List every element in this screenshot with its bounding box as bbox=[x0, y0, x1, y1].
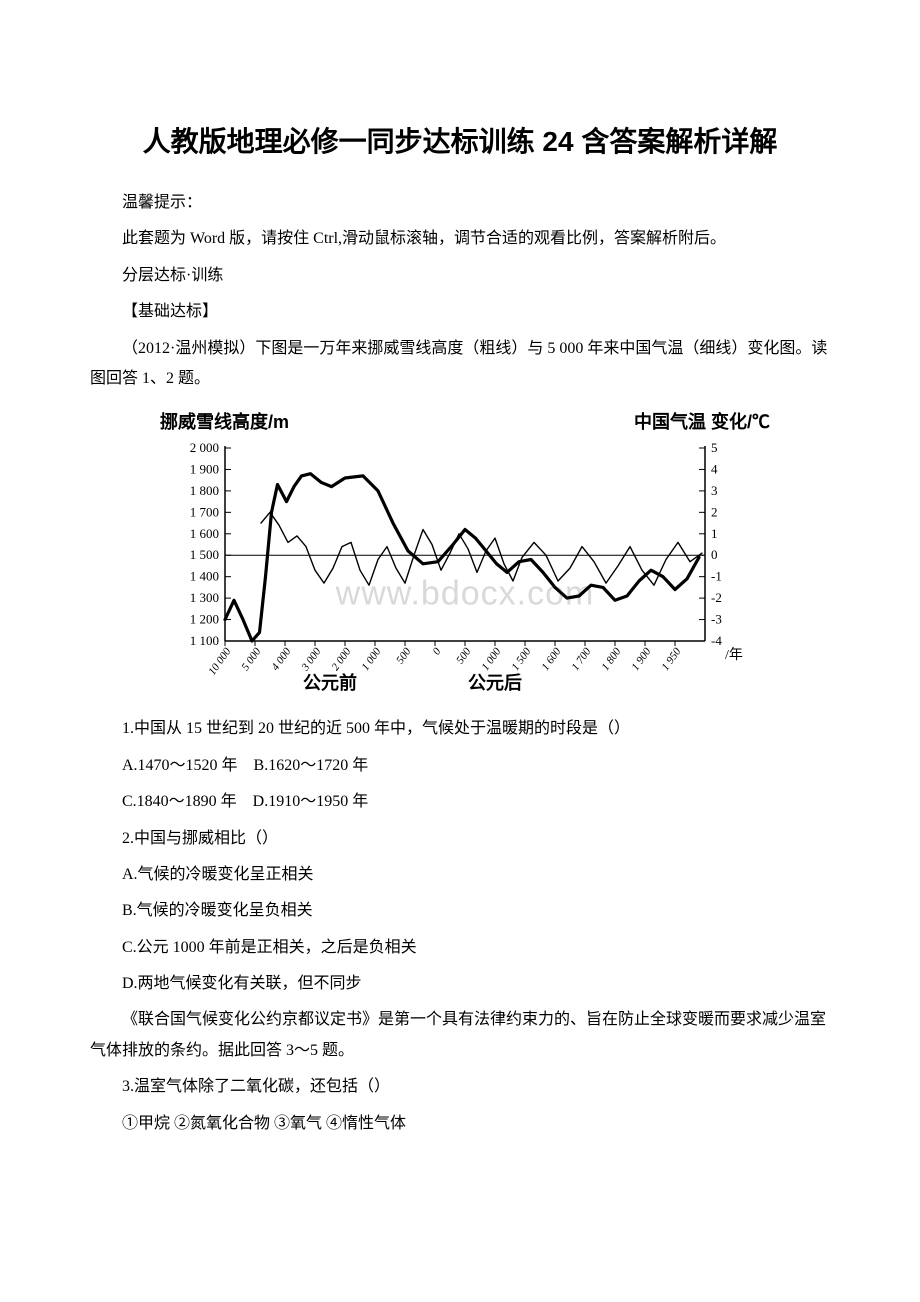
q3-stem: 3.温室气体除了二氧化碳，还包括（） bbox=[90, 1072, 830, 1102]
q2-option-d: D.两地气候变化有关联，但不同步 bbox=[90, 969, 830, 999]
document-page: 人教版地理必修一同步达标训练 24 含答案解析详解 温馨提示： 此套题为 Wor… bbox=[0, 0, 920, 1205]
svg-text:0: 0 bbox=[430, 646, 443, 658]
q2-option-a: A.气候的冷暖变化呈正相关 bbox=[90, 860, 830, 890]
right-axis-title: 中国气温 变化/℃ bbox=[634, 408, 770, 434]
svg-text:1 500: 1 500 bbox=[509, 646, 533, 674]
svg-text:1 000: 1 000 bbox=[359, 646, 383, 674]
svg-text:1: 1 bbox=[711, 526, 718, 541]
svg-text:5: 5 bbox=[711, 440, 718, 455]
left-axis-title: 挪威雪线高度/m bbox=[160, 408, 289, 434]
q3-options: ①甲烷 ②氮氧化合物 ③氧气 ④惰性气体 bbox=[90, 1109, 830, 1139]
q1-options-cd: C.1840～1890 年 D.1910～1950 年 bbox=[90, 787, 830, 817]
q1-stem: 1.中国从 15 世纪到 20 世纪的近 500 年中，气候处于温暖期的时段是（… bbox=[90, 714, 830, 744]
svg-text:公元前: 公元前 bbox=[303, 672, 357, 693]
chart-axis-titles: 挪威雪线高度/m 中国气温 变化/℃ bbox=[130, 408, 770, 434]
intro-note: 此套题为 Word 版，请按住 Ctrl,滑动鼠标滚轴，调节合适的观看比例，答案… bbox=[90, 224, 830, 254]
svg-text:1 400: 1 400 bbox=[190, 569, 219, 584]
svg-text:500: 500 bbox=[394, 646, 414, 667]
svg-text:3: 3 bbox=[711, 483, 718, 498]
svg-text:1 000: 1 000 bbox=[479, 646, 503, 674]
section-layer: 分层达标·训练 bbox=[90, 261, 830, 291]
svg-text:1 500: 1 500 bbox=[190, 548, 219, 563]
svg-text:1 700: 1 700 bbox=[190, 505, 219, 520]
svg-text:5 000: 5 000 bbox=[239, 646, 263, 674]
svg-text:2 000: 2 000 bbox=[329, 646, 353, 674]
page-title: 人教版地理必修一同步达标训练 24 含答案解析详解 bbox=[90, 120, 830, 160]
svg-text:0: 0 bbox=[711, 548, 718, 563]
svg-text:1 700: 1 700 bbox=[569, 646, 593, 674]
svg-text:1 800: 1 800 bbox=[190, 483, 219, 498]
svg-text:1 100: 1 100 bbox=[190, 633, 219, 648]
svg-text:1 300: 1 300 bbox=[190, 590, 219, 605]
svg-text:1 600: 1 600 bbox=[190, 526, 219, 541]
passage-2: 《联合国气候变化公约京都议定书》是第一个具有法律约束力的、旨在防止全球变暖而要求… bbox=[90, 1005, 830, 1066]
chart-container: 挪威雪线高度/m 中国气温 变化/℃ www.bdocx.com 2 000 1 9… bbox=[130, 408, 830, 696]
svg-text:-4: -4 bbox=[711, 633, 722, 648]
q2-stem: 2.中国与挪威相比（） bbox=[90, 824, 830, 854]
section-basic: 【基础达标】 bbox=[90, 297, 830, 327]
svg-text:1 200: 1 200 bbox=[190, 612, 219, 627]
svg-text:-2: -2 bbox=[711, 590, 722, 605]
q2-option-b: B.气候的冷暖变化呈负相关 bbox=[90, 896, 830, 926]
svg-text:/年: /年 bbox=[725, 647, 743, 663]
svg-text:1 800: 1 800 bbox=[599, 646, 623, 674]
svg-text:3 000: 3 000 bbox=[299, 646, 324, 674]
q1-options-ab: A.1470～1520 年 B.1620～1720 年 bbox=[90, 751, 830, 781]
svg-text:-1: -1 bbox=[711, 569, 722, 584]
q2-option-c: C.公元 1000 年前是正相关，之后是负相关 bbox=[90, 933, 830, 963]
intro-hint: 温馨提示： bbox=[90, 188, 830, 218]
svg-text:4 000: 4 000 bbox=[269, 646, 293, 674]
line-chart: www.bdocx.com2 0001 9001 8001 7001 6001 … bbox=[130, 436, 770, 696]
svg-text:10 000: 10 000 bbox=[206, 646, 233, 678]
svg-text:1 950: 1 950 bbox=[659, 646, 683, 674]
svg-text:-3: -3 bbox=[711, 612, 722, 627]
svg-text:4: 4 bbox=[711, 462, 718, 477]
svg-text:1 600: 1 600 bbox=[539, 646, 563, 674]
svg-text:公元后: 公元后 bbox=[468, 673, 522, 693]
svg-text:www.bdocx.com: www.bdocx.com bbox=[335, 575, 595, 613]
svg-text:2: 2 bbox=[711, 505, 718, 520]
svg-text:2 000: 2 000 bbox=[190, 440, 219, 455]
svg-text:1 900: 1 900 bbox=[190, 462, 219, 477]
svg-text:500: 500 bbox=[454, 646, 474, 667]
svg-text:1 900: 1 900 bbox=[629, 646, 653, 674]
fig-caption: （2012·温州模拟）下图是一万年来挪威雪线高度（粗线）与 5 000 年来中国… bbox=[90, 334, 830, 395]
